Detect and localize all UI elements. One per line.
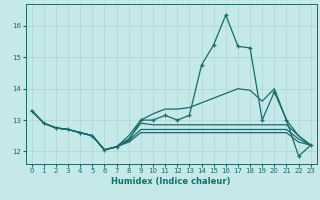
X-axis label: Humidex (Indice chaleur): Humidex (Indice chaleur)	[111, 177, 231, 186]
